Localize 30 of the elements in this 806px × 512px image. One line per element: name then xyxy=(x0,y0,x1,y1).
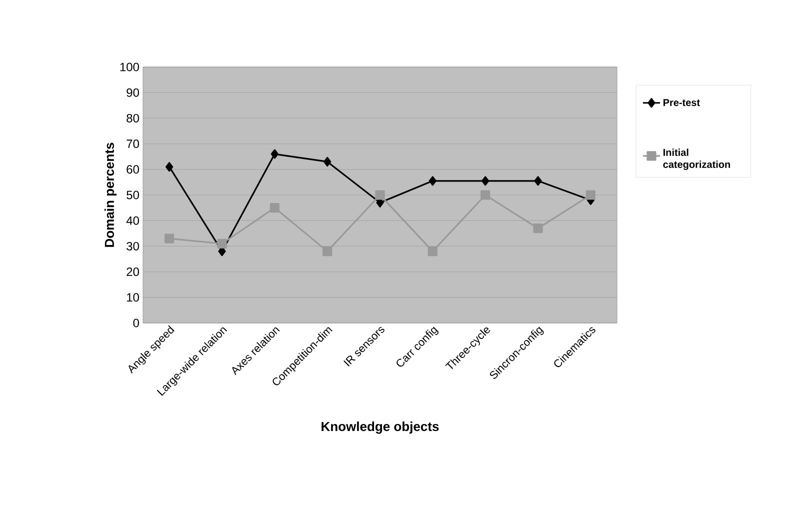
point xyxy=(482,176,490,186)
y-tick-label: 30 xyxy=(126,242,140,250)
point xyxy=(324,156,332,167)
point xyxy=(428,246,438,256)
y-tick-label: 80 xyxy=(126,114,140,122)
point xyxy=(586,190,596,200)
point xyxy=(375,190,385,200)
y-tick-label: 20 xyxy=(126,268,140,276)
y-tick-label: 50 xyxy=(126,190,140,200)
point xyxy=(322,246,332,256)
y-tick-label: 40 xyxy=(126,216,140,225)
point xyxy=(270,203,280,213)
y-tick-label: 90 xyxy=(126,88,140,97)
point xyxy=(166,162,174,172)
point xyxy=(480,190,490,200)
y-axis-title: Domain percents xyxy=(104,142,117,247)
legend-label: Pre-test xyxy=(664,99,700,106)
y-tick-label: 100 xyxy=(120,62,139,72)
point xyxy=(533,223,543,234)
legend-label: Initial categorization xyxy=(663,148,730,170)
point xyxy=(428,176,436,186)
point xyxy=(217,238,227,248)
y-tick-label: 60 xyxy=(126,165,140,174)
y-tick-label: 10 xyxy=(127,293,140,302)
y-tick-label: 70 xyxy=(126,140,140,148)
x-axis-title: Knowledge objects xyxy=(322,422,439,434)
y-tick-label: 0 xyxy=(133,318,140,328)
point xyxy=(534,176,542,186)
point xyxy=(270,149,278,159)
point xyxy=(164,234,174,244)
